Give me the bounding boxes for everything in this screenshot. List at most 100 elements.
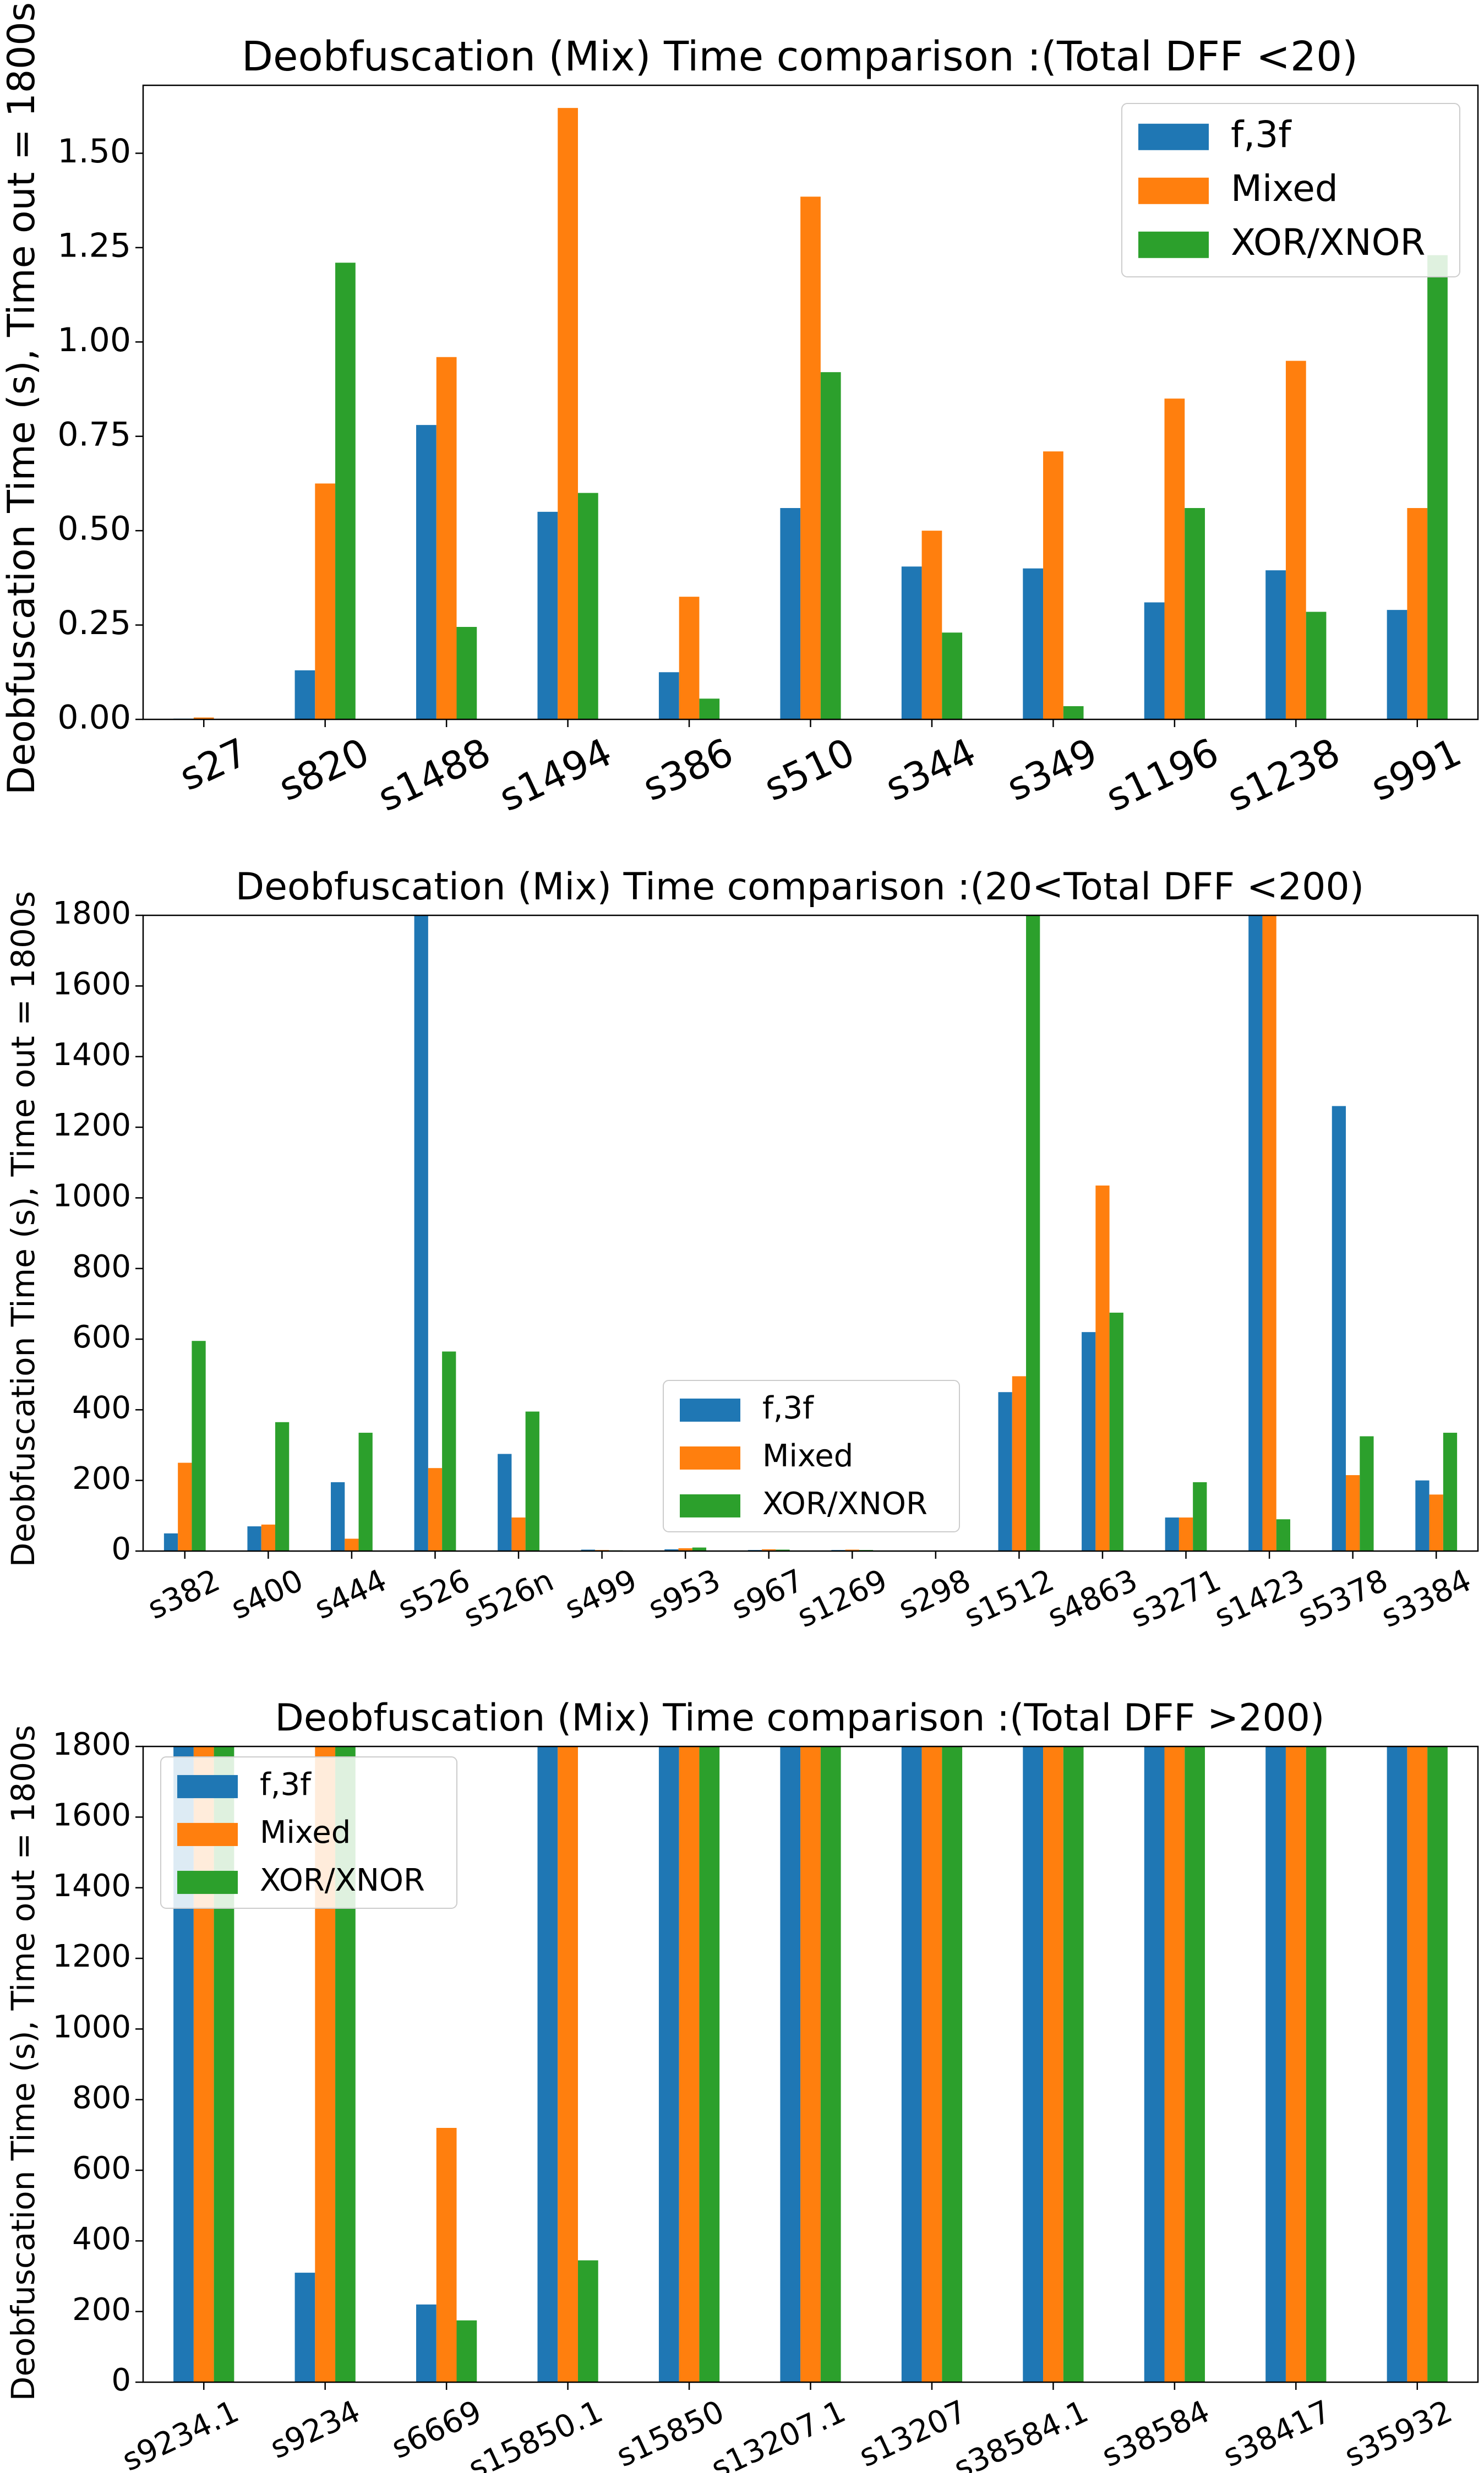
bar-xor-s386: [699, 698, 720, 719]
y-tick-label: 0.00: [57, 698, 131, 737]
y-tick-label: 1600: [52, 966, 131, 1002]
x-tick-label-s3271: s3271: [1126, 1563, 1226, 1635]
bar-f3f-s15850.1: [537, 1746, 558, 2382]
bar-xor-s444: [358, 1433, 373, 1551]
x-tick-label-s382: s382: [143, 1563, 226, 1626]
x-tick-label-s1269: s1269: [792, 1563, 893, 1635]
legend-label-xor: XOR/XNOR: [762, 1486, 927, 1522]
x-tick-label-s967: s967: [726, 1563, 809, 1626]
x-tick-label-s1238: s1238: [1220, 729, 1346, 820]
bar-f3f-s38584: [1144, 1746, 1165, 2382]
x-tick-label-s38584.1: s38584.1: [948, 2394, 1094, 2473]
x-tick-label-s1488: s1488: [371, 729, 497, 820]
y-tick-label: 1800: [52, 896, 131, 931]
bar-mixed-s15850: [679, 1746, 700, 2382]
bars: [173, 108, 1448, 720]
y-tick-label: 400: [72, 2221, 131, 2257]
bar-xor-s6669: [456, 2320, 477, 2382]
bar-f3f-s15850: [658, 1746, 679, 2382]
bar-f3f-s820: [294, 670, 315, 719]
y-tick-label: 200: [72, 2292, 131, 2328]
bar-mixed-s6669: [436, 2128, 457, 2382]
y-tick-label: 0.50: [57, 510, 131, 548]
bar-mixed-s3271: [1179, 1517, 1193, 1551]
y-axis-label: Deobfuscation Time (s), Time out = 1800s: [4, 891, 42, 1567]
x-tick-label-s3384: s3384: [1376, 1563, 1477, 1635]
bar-f3f-s382: [163, 1533, 178, 1551]
bar-f3f-s38417: [1265, 1746, 1286, 2382]
bar-mixed-s15850.1: [558, 1746, 578, 2382]
bar-f3f-s5378: [1332, 1106, 1346, 1551]
y-tick-label: 800: [72, 1249, 131, 1285]
bar-f3f-s35932: [1387, 1746, 1407, 2382]
bar-xor-s13207.1: [820, 1746, 841, 2382]
bar-mixed-s13207: [921, 1746, 942, 2382]
legend-swatch-xor: [680, 1494, 740, 1517]
bar-mixed-s38584: [1164, 1746, 1185, 2382]
bar-mixed-s444: [345, 1538, 359, 1551]
x-tick-label-s298: s298: [893, 1563, 976, 1626]
bar-xor-s820: [335, 263, 356, 719]
x-tick-label-s9234.1: s9234.1: [117, 2394, 244, 2473]
bar-f3f-s991: [1387, 610, 1407, 719]
bar-mixed-s1238: [1285, 361, 1306, 719]
y-axis-label: Deobfuscation Time (s), Time out = 1800s: [0, 2, 43, 795]
bar-mixed-s526n: [511, 1517, 526, 1551]
bar-f3f-s1488: [416, 425, 437, 719]
chart-total-dff-gt-200: Deobfuscation (Mix) Time comparison :(To…: [4, 1696, 1479, 2473]
bar-xor-s1423: [1276, 1519, 1290, 1551]
bar-mixed-s27: [193, 717, 214, 719]
bar-mixed-s344: [921, 531, 942, 719]
y-tick-label: 1000: [52, 1178, 131, 1214]
x-tick-label-s499: s499: [559, 1563, 642, 1626]
legend: f,3f Mixed XOR/XNOR: [1121, 103, 1460, 277]
bar-f3f-s499: [581, 1549, 595, 1551]
legend-label-mixed: Mixed: [260, 1815, 351, 1850]
bar-f3f-s1423: [1248, 915, 1263, 1551]
bar-xor-s35932: [1427, 1746, 1448, 2382]
x-tick-label-s444: s444: [309, 1563, 392, 1626]
chart-title: Deobfuscation (Mix) Time comparison :(To…: [275, 1696, 1325, 1740]
bar-xor-s13207: [942, 1746, 963, 2382]
bar-xor-s526: [442, 1351, 456, 1551]
y-axis-label: Deobfuscation Time (s), Time out = 1800s: [4, 1725, 42, 2401]
bar-f3f-s526n: [498, 1454, 512, 1551]
x-tick-label-s13207.1: s13207.1: [706, 2394, 851, 2473]
y-tick-label: 1.25: [57, 226, 131, 265]
legend-swatch-f3f: [177, 1775, 238, 1798]
x-tick-label-s526n: s526n: [459, 1563, 559, 1635]
bars: [173, 1746, 1448, 2382]
x-tick-label-s526: s526: [392, 1563, 476, 1626]
bar-xor-s15850: [699, 1746, 720, 2382]
chart-title: Deobfuscation (Mix) Time comparison :(To…: [242, 33, 1358, 80]
bar-xor-s953: [692, 1547, 707, 1551]
bar-f3f-s13207: [901, 1746, 922, 2382]
bar-xor-s5378: [1360, 1436, 1374, 1551]
bar-mixed-s386: [679, 597, 700, 719]
bar-mixed-s967: [762, 1549, 776, 1551]
bar-f3f-s38584.1: [1023, 1746, 1044, 2382]
bar-f3f-s6669: [416, 2304, 437, 2382]
bar-xor-s1238: [1306, 612, 1327, 719]
bar-xor-s510: [820, 372, 841, 719]
x-tick-label-s820: s820: [272, 729, 376, 810]
x-tick-label-s9234: s9234: [265, 2394, 365, 2466]
bar-f3f-s444: [331, 1482, 345, 1551]
bar-f3f-s344: [901, 566, 922, 719]
bar-f3f-s4863: [1082, 1332, 1096, 1551]
x-tick-label-s400: s400: [226, 1563, 309, 1626]
bar-mixed-s13207.1: [800, 1746, 821, 2382]
bar-xor-s400: [275, 1422, 290, 1551]
bar-mixed-s991: [1407, 508, 1428, 719]
x-tick-label-s35932: s35932: [1339, 2394, 1458, 2473]
y-tick-label: 600: [72, 1319, 131, 1355]
y-tick-label: 1200: [52, 1939, 131, 1974]
x-tick-label-s27: s27: [173, 729, 254, 799]
chart-total-dff-20-to-200: Deobfuscation (Mix) Time comparison :(20…: [4, 865, 1479, 1635]
legend-swatch-f3f: [1138, 123, 1209, 150]
legend-label-mixed: Mixed: [1231, 167, 1338, 210]
bar-mixed-s3384: [1429, 1494, 1443, 1551]
bar-f3f-s9234: [294, 2273, 315, 2382]
y-tick-label: 1800: [52, 1727, 131, 1762]
